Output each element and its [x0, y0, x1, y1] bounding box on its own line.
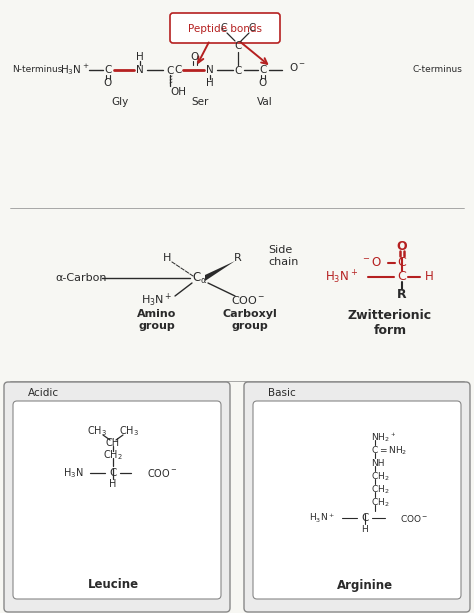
Text: $\mathrm{COO^-}$: $\mathrm{COO^-}$	[147, 467, 178, 479]
Text: Peptide bonds: Peptide bonds	[188, 24, 262, 34]
Text: Zwitterionic
form: Zwitterionic form	[348, 309, 432, 337]
Text: $\mathrm{CH_2}$: $\mathrm{CH_2}$	[371, 471, 390, 483]
Text: $\mathrm{CH_2}$: $\mathrm{CH_2}$	[371, 484, 390, 497]
Text: $\mathrm{H_3N^+}$: $\mathrm{H_3N^+}$	[141, 291, 173, 308]
Text: $\mathrm{H_3N^+}$: $\mathrm{H_3N^+}$	[60, 63, 90, 77]
Text: N: N	[136, 65, 144, 75]
Text: Carboxyl
group: Carboxyl group	[223, 309, 277, 331]
Text: $\mathrm{C}$: $\mathrm{C}$	[165, 64, 174, 76]
Text: R: R	[234, 253, 242, 263]
Text: Amino
group: Amino group	[137, 309, 177, 331]
Text: Acidic: Acidic	[28, 388, 59, 398]
Text: H: H	[425, 270, 434, 283]
Text: OH: OH	[170, 87, 186, 97]
Text: N-terminus: N-terminus	[12, 66, 63, 75]
Text: α-Carbon: α-Carbon	[55, 273, 107, 283]
Polygon shape	[205, 261, 235, 281]
Text: H: H	[136, 52, 144, 62]
Text: NH: NH	[371, 460, 384, 468]
Text: C: C	[104, 65, 112, 75]
Text: Side
chain: Side chain	[268, 245, 298, 267]
Text: Leucine: Leucine	[87, 579, 138, 592]
Text: $\mathrm{H_3N^+}$: $\mathrm{H_3N^+}$	[309, 511, 335, 525]
FancyBboxPatch shape	[170, 13, 280, 43]
Text: C: C	[174, 65, 182, 75]
Text: C: C	[109, 468, 117, 478]
Text: $^+$: $^+$	[390, 432, 397, 441]
FancyBboxPatch shape	[13, 401, 221, 599]
Text: C: C	[398, 256, 406, 270]
Text: Arginine: Arginine	[337, 579, 393, 592]
Text: $\mathrm{H_3N}$: $\mathrm{H_3N}$	[63, 466, 83, 480]
Text: $\mathrm{CH_3}$: $\mathrm{CH_3}$	[119, 424, 139, 438]
Text: Val: Val	[257, 97, 273, 107]
Text: $\mathrm{COO^-}$: $\mathrm{COO^-}$	[400, 512, 428, 524]
Text: R: R	[397, 289, 407, 302]
Text: $\mathrm{C{=}NH_2}$: $\mathrm{C{=}NH_2}$	[371, 445, 407, 457]
Text: Basic: Basic	[268, 388, 296, 398]
Text: $\mathrm{^-O}$: $\mathrm{^-O}$	[361, 256, 382, 270]
Text: $\mathrm{NH_2}$: $\mathrm{NH_2}$	[371, 432, 390, 444]
Text: C: C	[249, 23, 255, 33]
Text: N: N	[206, 65, 214, 75]
Text: O: O	[259, 78, 267, 88]
Text: $\mathrm{COO^-}$: $\mathrm{COO^-}$	[231, 294, 265, 306]
Text: H: H	[163, 253, 171, 263]
Text: O: O	[397, 240, 407, 254]
Text: Gly: Gly	[111, 97, 128, 107]
Text: O: O	[191, 52, 199, 62]
Text: H: H	[362, 525, 368, 533]
Text: $\mathrm{CH_2}$: $\mathrm{CH_2}$	[371, 497, 390, 509]
Text: $\mathrm{H_3N^+}$: $\mathrm{H_3N^+}$	[325, 268, 358, 286]
Text: C: C	[398, 270, 406, 283]
FancyBboxPatch shape	[253, 401, 461, 599]
Text: $\mathrm{C_\alpha}$: $\mathrm{C_\alpha}$	[192, 270, 208, 286]
Text: $\mathrm{CH_2}$: $\mathrm{CH_2}$	[103, 448, 123, 462]
FancyBboxPatch shape	[244, 382, 470, 612]
FancyBboxPatch shape	[4, 382, 230, 612]
Text: C: C	[259, 65, 267, 75]
Text: C: C	[361, 513, 369, 523]
Text: Ser: Ser	[191, 97, 209, 107]
Text: C-terminus: C-terminus	[412, 66, 462, 75]
Text: $\mathrm{CH_3}$: $\mathrm{CH_3}$	[87, 424, 107, 438]
Text: CH: CH	[106, 438, 120, 448]
Text: C: C	[234, 41, 242, 51]
Text: $\mathrm{C}$: $\mathrm{C}$	[234, 64, 242, 76]
Text: $\mathrm{O^-}$: $\mathrm{O^-}$	[289, 61, 306, 73]
Text: H: H	[206, 78, 214, 88]
Text: C: C	[220, 23, 228, 33]
Text: O: O	[104, 78, 112, 88]
Text: H: H	[109, 479, 117, 489]
